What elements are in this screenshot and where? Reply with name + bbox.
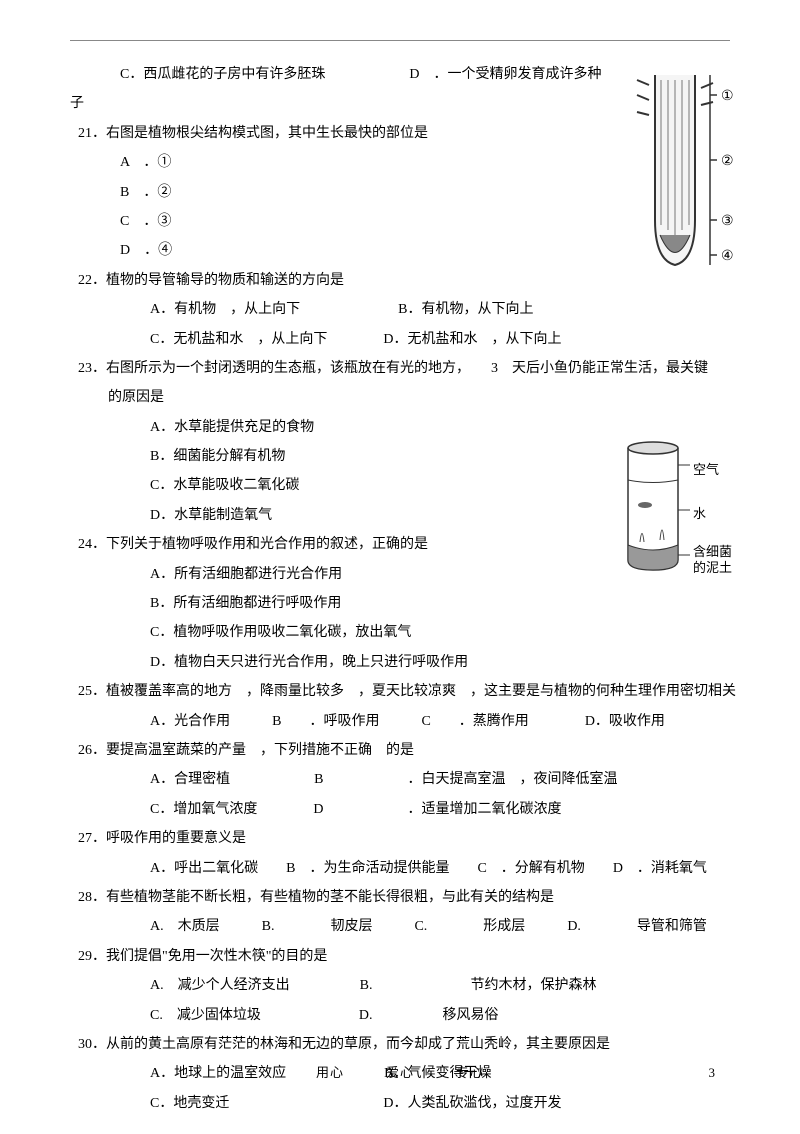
page-content: ① ② ③ ④ 空气 水 含细菌 的泥土 C．西瓜雌花的子房中有许多胚珠 D ．… xyxy=(70,60,730,1118)
q28-d: D. 导管和筛管 xyxy=(567,919,707,934)
q29-cd: C. 减少固体垃圾 D. 移风易俗 xyxy=(70,1001,730,1030)
bottle-label-mud2: 的泥土 xyxy=(693,554,732,581)
q22-ab: A．有机物 ，从上向下 B．有机物，从下向上 xyxy=(70,295,730,324)
q25-b: B ．呼吸作用 xyxy=(272,714,379,729)
q28-stem: 28．有些植物茎能不断长粗，有些植物的茎不能长得很粗，与此有关的结构是 xyxy=(70,883,730,912)
ecosystem-bottle-diagram: 空气 水 含细菌 的泥土 xyxy=(620,430,740,580)
q25-stem: 25．植被覆盖率高的地方 ，降雨量比较多 ，夏天比较凉爽 ，这主要是与植物的何种… xyxy=(70,677,730,706)
q27-b: B ．为生命活动提供能量 xyxy=(286,861,449,876)
q24-b: B．所有活细胞都进行呼吸作用 xyxy=(70,589,730,618)
q20-d: D ．一个受精卵发育成许多种 xyxy=(409,67,601,82)
q26-a: A．合理密植 xyxy=(150,772,230,787)
q26-ab: A．合理密植 B ．白天提高室温 ，夜间降低室温 xyxy=(70,765,730,794)
q27-a: A．呼出二氧化碳 xyxy=(150,861,258,876)
q28-opts: A. 木质层 B. 韧皮层 C. 形成层 D. 导管和筛管 xyxy=(70,912,730,941)
q26-c: C．增加氧气浓度 xyxy=(150,802,257,817)
q20-tail: 子 xyxy=(70,89,730,118)
q27-stem: 27．呼吸作用的重要意义是 xyxy=(70,824,730,853)
q25-d: D．吸收作用 xyxy=(585,714,665,729)
footer-motto: 用心 爱心 专心 xyxy=(0,1059,800,1086)
q21-a: A ．① xyxy=(70,148,730,177)
q29-a: A. 减少个人经济支出 xyxy=(150,978,290,993)
q30-c: C．地壳变迁 xyxy=(150,1096,229,1111)
bottle-label-water: 水 xyxy=(693,500,706,527)
q22-stem: 22．植物的导管输导的物质和输送的方向是 xyxy=(70,266,730,295)
q21-c: C ．③ xyxy=(70,207,730,236)
q26-d: D ．适量增加二氧化碳浓度 xyxy=(313,802,561,817)
q22-c: C．无机盐和水 ，从上向下 xyxy=(150,332,327,347)
top-rule xyxy=(70,40,730,41)
q21-d: D ．④ xyxy=(70,236,730,265)
q26-stem: 26．要提高温室蔬菜的产量 ，下列措施不正确 的是 xyxy=(70,736,730,765)
root-label-2: ② xyxy=(721,154,734,169)
q29-stem: 29．我们提倡"免用一次性木筷"的目的是 xyxy=(70,942,730,971)
root-tip-diagram: ① ② ③ ④ xyxy=(635,70,740,270)
q28-b: B. 韧皮层 xyxy=(262,919,373,934)
q25-c: C ．蒸腾作用 xyxy=(421,714,528,729)
q21-stem: 21．右图是植物根尖结构模式图，其中生长最快的部位是 xyxy=(70,119,730,148)
q20-c: C．西瓜雌花的子房中有许多胚珠 xyxy=(120,67,325,82)
q29-c: C. 减少固体垃圾 xyxy=(150,1008,261,1023)
q30-stem: 30．从前的黄土高原有茫茫的林海和无边的草原，而今却成了荒山秃岭，其主要原因是 xyxy=(70,1030,730,1059)
q23-stem2: 的原因是 xyxy=(70,383,730,412)
q26-b: B ．白天提高室温 ，夜间降低室温 xyxy=(314,772,617,787)
q27-d: D ．消耗氧气 xyxy=(613,861,707,876)
q20-opt-cd: C．西瓜雌花的子房中有许多胚珠 D ．一个受精卵发育成许多种 xyxy=(70,60,730,89)
q25-opts: A．光合作用 B ．呼吸作用 C ．蒸腾作用 D．吸收作用 xyxy=(70,707,730,736)
q22-a: A．有机物 ，从上向下 xyxy=(150,302,300,317)
q30-cd: C．地壳变迁 D．人类乱砍滥伐，过度开发 xyxy=(70,1089,730,1118)
q27-c: C ．分解有机物 xyxy=(477,861,584,876)
q27-opts: A．呼出二氧化碳 B ．为生命活动提供能量 C ．分解有机物 D ．消耗氧气 xyxy=(70,854,730,883)
root-label-4: ④ xyxy=(721,249,734,264)
root-label-3: ③ xyxy=(721,214,734,229)
q28-c: C. 形成层 xyxy=(414,919,525,934)
q22-cd: C．无机盐和水 ，从上向下 D．无机盐和水 ，从下向上 xyxy=(70,325,730,354)
q22-b: B．有机物，从下向上 xyxy=(398,302,533,317)
root-label-1: ① xyxy=(721,89,734,104)
q21-b: B ．② xyxy=(70,178,730,207)
q24-d: D．植物白天只进行光合作用，晚上只进行呼吸作用 xyxy=(70,648,730,677)
q28-a: A. 木质层 xyxy=(150,919,220,934)
q26-cd: C．增加氧气浓度 D ．适量增加二氧化碳浓度 xyxy=(70,795,730,824)
q23-stem1: 23．右图所示为一个封闭透明的生态瓶，该瓶放在有光的地方， 3 天后小鱼仍能正常… xyxy=(70,354,730,383)
q30-d: D．人类乱砍滥伐，过度开发 xyxy=(383,1096,561,1111)
bottle-label-air: 空气 xyxy=(693,456,719,483)
q24-c: C．植物呼吸作用吸收二氧化碳，放出氧气 xyxy=(70,618,730,647)
q29-d: D. 移风易俗 xyxy=(359,1008,499,1023)
q25-a: A．光合作用 xyxy=(150,714,230,729)
page-number: 3 xyxy=(709,1059,716,1086)
q22-d: D．无机盐和水 ，从下向上 xyxy=(383,332,561,347)
q29-b: B. 节约木材，保护森林 xyxy=(360,978,597,993)
q29-ab: A. 减少个人经济支出 B. 节约木材，保护森林 xyxy=(70,971,730,1000)
